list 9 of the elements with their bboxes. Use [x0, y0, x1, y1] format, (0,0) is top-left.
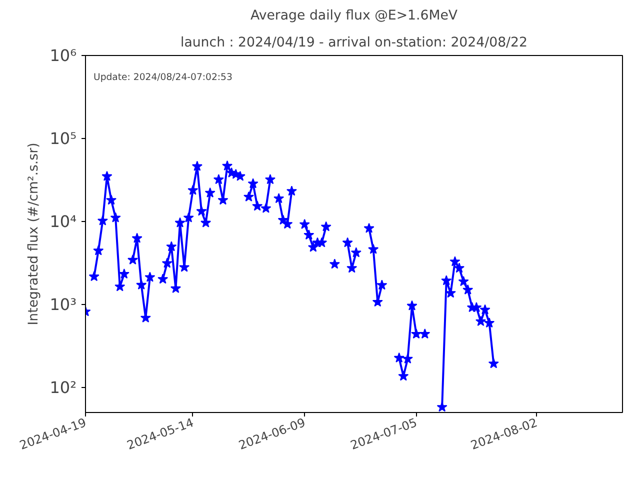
y-tick-label: 10² — [50, 378, 77, 398]
y-tick-label: 10⁵ — [50, 129, 77, 148]
y-tick-label: 10³ — [50, 295, 77, 314]
chart-title: Average daily flux @E>1.6MeV — [250, 8, 458, 24]
y-tick-label: 10⁶ — [50, 46, 77, 65]
y-tick-label: 10⁴ — [50, 212, 77, 232]
y-axis-title: Integrated flux (#/cm².s.sr) — [26, 142, 42, 326]
annotation: Update: 2024/08/24-07:02:53 — [94, 72, 232, 83]
chart-subtitle: launch : 2024/04/19 - arrival on-station: 2024/08/22 — [180, 36, 528, 50]
